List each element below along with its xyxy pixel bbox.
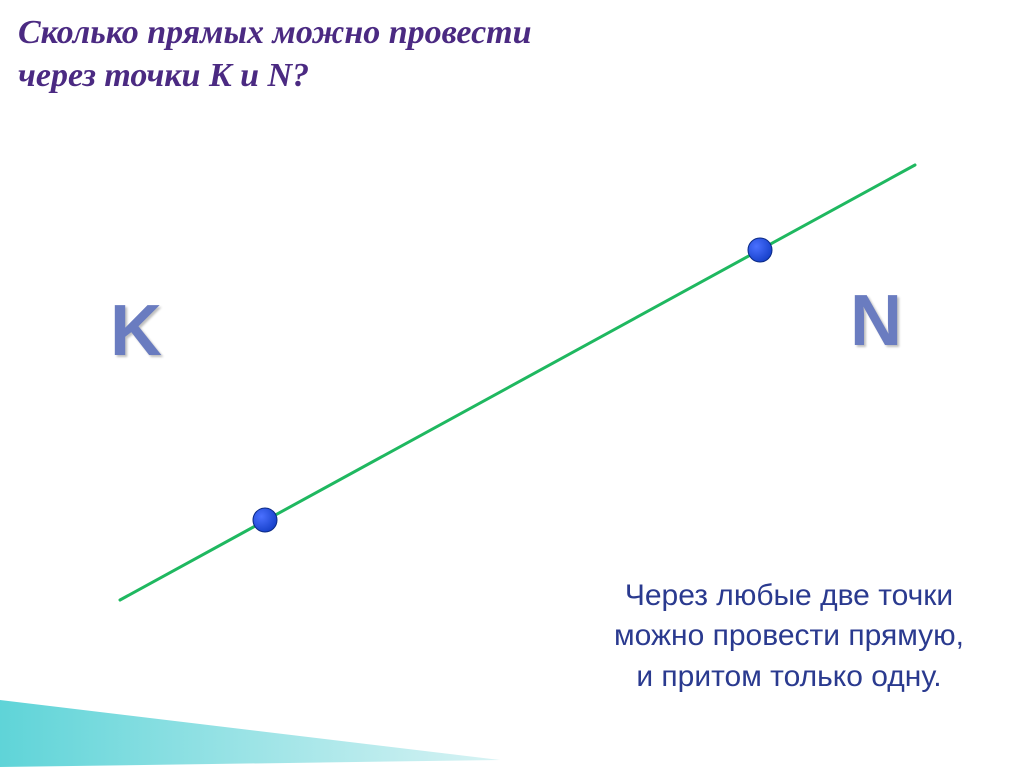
line-kn [120, 165, 915, 600]
question-title: Сколько прямых можно провести через точк… [18, 12, 532, 97]
label-n: N [850, 280, 902, 362]
label-k: K [110, 290, 162, 372]
point-n [748, 238, 772, 262]
decor-triangle [0, 700, 500, 767]
point-k [253, 508, 277, 532]
answer-text: Через любые две точки можно провести пря… [614, 576, 964, 698]
